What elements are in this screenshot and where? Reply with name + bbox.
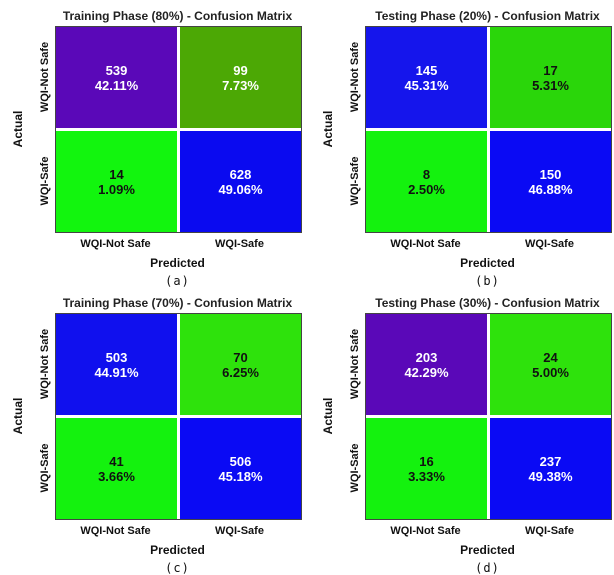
y-axis-label-d: Actual xyxy=(321,397,335,434)
matrix-grid-d: 203 42.29% 24 5.00% 16 3.33% 237 49.38% xyxy=(365,313,612,520)
y-tick-label-d-not-safe: WQI-Not Safe xyxy=(349,328,361,399)
matrix-cell-b-safe-safe: 150 46.88% xyxy=(490,131,611,232)
cell-percent: 5.00% xyxy=(532,364,569,380)
matrix-cell-d-not-safe-safe: 24 5.00% xyxy=(490,314,611,415)
matrix-cell-a-safe-not-safe: 14 1.09% xyxy=(56,131,177,232)
y-axis-label-b: Actual xyxy=(321,110,335,147)
cell-percent: 45.31% xyxy=(404,77,449,93)
cell-percent: 49.38% xyxy=(528,468,573,484)
x-tick-label-c-not-safe: WQI-Not Safe xyxy=(80,525,151,537)
panel-caption-b: (b) xyxy=(475,274,500,288)
matrix-cell-b-not-safe-safe: 17 5.31% xyxy=(490,27,611,128)
panel-title-c: Training Phase (70%) - Confusion Matrix xyxy=(62,296,293,310)
panel-caption-d: (d) xyxy=(475,561,500,575)
y-tick-label-b-not-safe: WQI-Not Safe xyxy=(349,41,361,112)
matrix-cell-d-safe-not-safe: 16 3.33% xyxy=(366,418,487,519)
y-tick-label-b-safe: WQI-Safe xyxy=(349,156,361,205)
cell-count: 24 xyxy=(543,349,558,365)
y-axis-label-a: Actual xyxy=(11,110,25,147)
cell-count: 99 xyxy=(233,62,248,78)
matrix-cell-b-safe-not-safe: 8 2.50% xyxy=(366,131,487,232)
cell-percent: 3.33% xyxy=(408,468,445,484)
x-axis-label-a: Predicted xyxy=(150,256,205,270)
y-tick-label-c-not-safe: WQI-Not Safe xyxy=(39,328,51,399)
matrix-grid-c: 503 44.91% 70 6.25% 41 3.66% 506 45.18% xyxy=(55,313,302,520)
x-axis-label-b: Predicted xyxy=(460,256,515,270)
cell-count: 41 xyxy=(109,453,124,469)
x-tick-label-a-not-safe: WQI-Not Safe xyxy=(80,238,151,250)
x-tick-label-d-not-safe: WQI-Not Safe xyxy=(390,525,461,537)
cell-count: 503 xyxy=(105,349,128,365)
x-tick-label-b-not-safe: WQI-Not Safe xyxy=(390,238,461,250)
panel-title-b: Testing Phase (20%) - Confusion Matrix xyxy=(375,9,600,23)
cell-percent: 45.18% xyxy=(218,468,263,484)
y-tick-label-c-safe: WQI-Safe xyxy=(39,443,51,492)
matrix-cell-a-not-safe-not-safe: 539 42.11% xyxy=(56,27,177,128)
cell-count: 14 xyxy=(109,166,124,182)
cell-count: 8 xyxy=(422,166,431,182)
x-tick-label-b-safe: WQI-Safe xyxy=(525,238,574,250)
cell-count: 203 xyxy=(415,349,438,365)
confusion-matrix-panel-d: Testing Phase (30%) - Confusion Matrix 20… xyxy=(310,287,614,575)
matrix-cell-d-not-safe-not-safe: 203 42.29% xyxy=(366,314,487,415)
cell-count: 506 xyxy=(229,453,252,469)
cell-count: 237 xyxy=(539,453,562,469)
y-tick-label-a-safe: WQI-Safe xyxy=(39,156,51,205)
y-tick-label-d-safe: WQI-Safe xyxy=(349,443,361,492)
y-axis-label-c: Actual xyxy=(11,397,25,434)
x-axis-label-c: Predicted xyxy=(150,543,205,557)
confusion-matrix-panel-a: Training Phase (80%) - Confusion Matrix 5… xyxy=(0,0,304,288)
matrix-grid-b: 145 45.31% 17 5.31% 8 2.50% 150 46.88% xyxy=(365,26,612,233)
panel-caption-a: (a) xyxy=(165,274,190,288)
y-tick-label-a-not-safe: WQI-Not Safe xyxy=(39,41,51,112)
matrix-cell-d-safe-safe: 237 49.38% xyxy=(490,418,611,519)
panel-title-a: Training Phase (80%) - Confusion Matrix xyxy=(62,9,293,23)
matrix-cell-c-safe-not-safe: 41 3.66% xyxy=(56,418,177,519)
cell-percent: 3.66% xyxy=(98,468,135,484)
matrix-cell-c-safe-safe: 506 45.18% xyxy=(180,418,301,519)
matrix-cell-a-safe-safe: 628 49.06% xyxy=(180,131,301,232)
x-tick-label-a-safe: WQI-Safe xyxy=(215,238,264,250)
matrix-cell-c-not-safe-safe: 70 6.25% xyxy=(180,314,301,415)
matrix-cell-c-not-safe-not-safe: 503 44.91% xyxy=(56,314,177,415)
matrix-cell-b-not-safe-not-safe: 145 45.31% xyxy=(366,27,487,128)
cell-percent: 1.09% xyxy=(98,181,135,197)
cell-count: 16 xyxy=(419,453,434,469)
confusion-matrix-panel-b: Testing Phase (20%) - Confusion Matrix 14… xyxy=(310,0,614,288)
confusion-matrix-panel-c: Training Phase (70%) - Confusion Matrix 5… xyxy=(0,287,304,575)
x-tick-label-c-safe: WQI-Safe xyxy=(215,525,264,537)
cell-percent: 42.29% xyxy=(404,364,449,380)
cell-count: 539 xyxy=(105,62,128,78)
cell-percent: 7.73% xyxy=(222,77,259,93)
cell-count: 17 xyxy=(543,62,558,78)
panel-caption-c: (c) xyxy=(165,561,190,575)
cell-percent: 42.11% xyxy=(94,77,139,93)
matrix-cell-a-not-safe-safe: 99 7.73% xyxy=(180,27,301,128)
cell-percent: 44.91% xyxy=(94,364,139,380)
matrix-grid-a: 539 42.11% 99 7.73% 14 1.09% 628 49.06% xyxy=(55,26,302,233)
cell-percent: 46.88% xyxy=(528,181,573,197)
cell-percent: 49.06% xyxy=(218,181,263,197)
cell-count: 628 xyxy=(229,166,252,182)
cell-percent: 5.31% xyxy=(532,77,569,93)
cell-percent: 2.50% xyxy=(408,181,445,197)
cell-count: 145 xyxy=(415,62,438,78)
panel-title-d: Testing Phase (30%) - Confusion Matrix xyxy=(375,296,600,310)
cell-count: 150 xyxy=(539,166,562,182)
x-axis-label-d: Predicted xyxy=(460,543,515,557)
cell-percent: 6.25% xyxy=(222,364,259,380)
cell-count: 70 xyxy=(233,349,248,365)
x-tick-label-d-safe: WQI-Safe xyxy=(525,525,574,537)
